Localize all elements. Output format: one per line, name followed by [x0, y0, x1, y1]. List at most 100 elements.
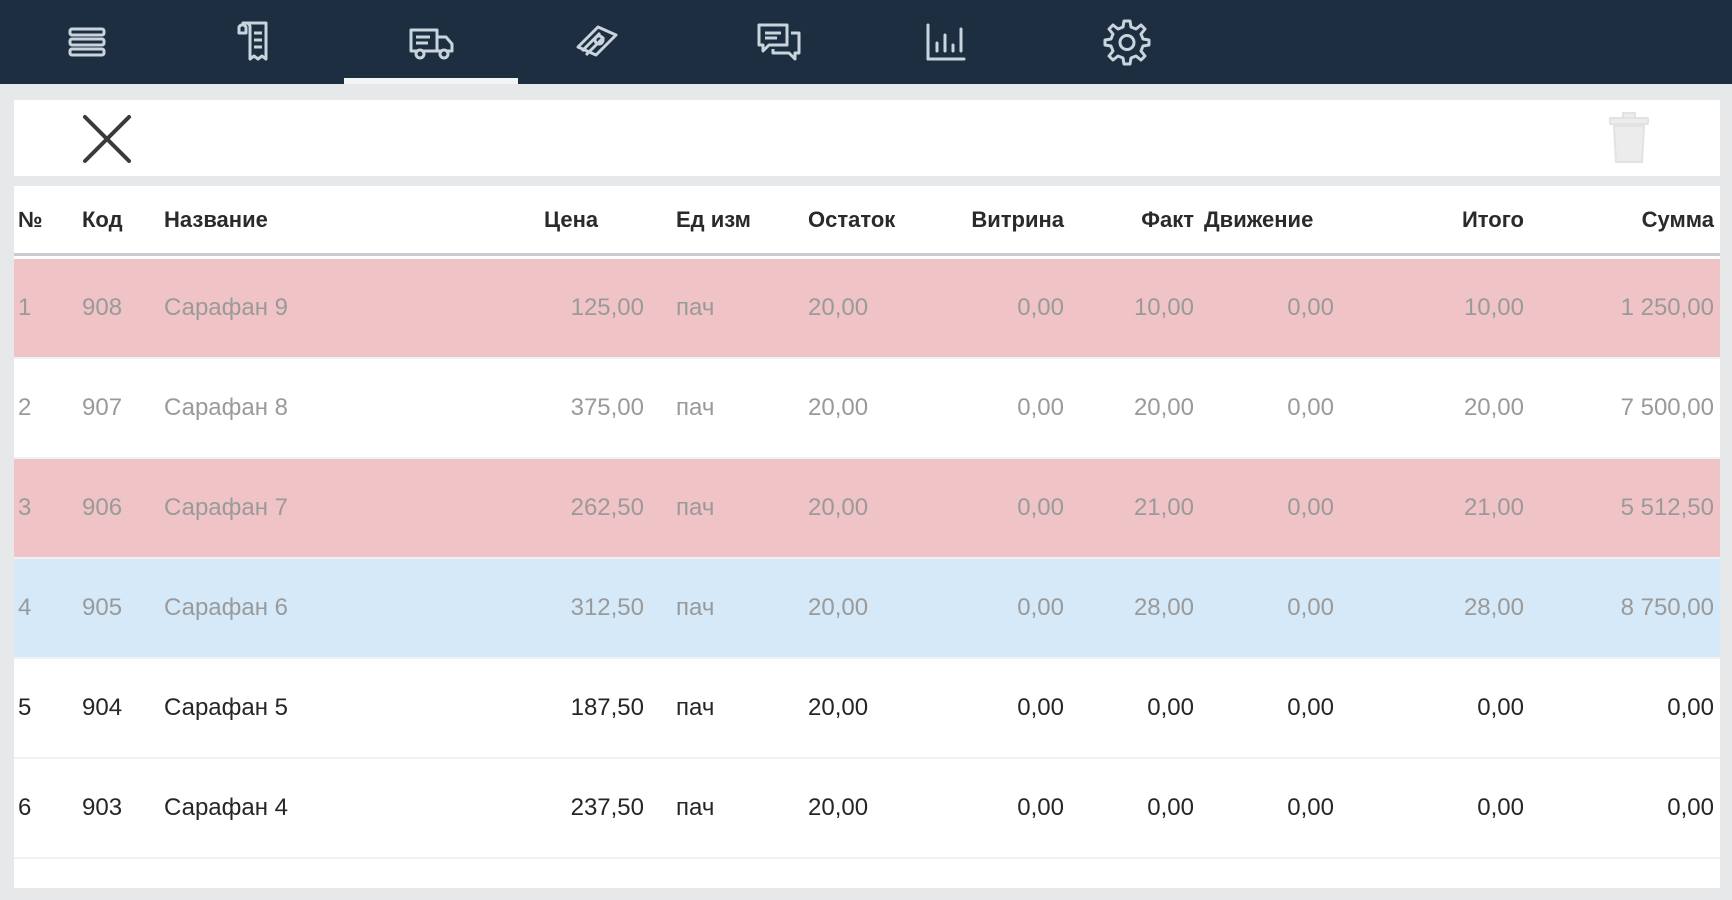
chat-icon	[757, 23, 801, 61]
cell-code: 908	[82, 294, 123, 321]
table-row[interactable]: 4 905 Сарафан 6 312,50 пач 20,00 0,00 28,00 0,00…	[14, 559, 1720, 659]
table-header: № Код Название Цена Ед изм Остаток Витри…	[14, 186, 1720, 256]
cell-fact: 0,00	[1147, 694, 1194, 721]
bar-chart-icon	[926, 23, 966, 61]
cell-unit: пач	[676, 494, 715, 521]
cell-number: 5	[18, 694, 32, 721]
cell-showcase: 0,00	[1017, 694, 1064, 721]
cell-unit: пач	[676, 594, 715, 621]
cell-sum: 0,00	[1667, 694, 1714, 721]
cell-sum: 0,00	[1667, 794, 1714, 821]
col-header-number[interactable]: №	[18, 206, 43, 232]
cell-stock: 20,00	[808, 794, 869, 821]
col-header-movement[interactable]: Движение	[1204, 206, 1314, 232]
col-header-stock[interactable]: Остаток	[808, 206, 896, 232]
table-row[interactable]: 2 907 Сарафан 8 375,00 пач 20,00 0,00 20,00 0,00…	[14, 359, 1720, 459]
nav-payments[interactable]	[510, 0, 684, 84]
col-header-price[interactable]: Цена	[544, 206, 599, 232]
cell-total: 21,00	[1463, 494, 1524, 521]
table-row[interactable]: 6 903 Сарафан 4 237,50 пач 20,00 0,00 0,00 0,00 0…	[14, 759, 1720, 859]
cell-price: 125,00	[570, 294, 644, 321]
receipt-icon	[237, 21, 268, 61]
cell-movement: 0,00	[1287, 394, 1334, 421]
cell-fact: 10,00	[1133, 294, 1194, 321]
gear-icon	[1103, 19, 1151, 66]
cell-unit: пач	[676, 794, 715, 821]
cell-movement: 0,00	[1287, 494, 1334, 521]
cell-total: 10,00	[1463, 294, 1524, 321]
nav-settings[interactable]	[1040, 0, 1214, 84]
col-header-unit[interactable]: Ед изм	[676, 206, 751, 232]
cell-unit: пач	[676, 694, 715, 721]
col-header-code[interactable]: Код	[82, 206, 123, 232]
cell-number: 6	[18, 794, 32, 821]
cell-total: 20,00	[1463, 394, 1524, 421]
cell-code: 906	[82, 494, 123, 521]
nav-delivery[interactable]	[344, 0, 518, 84]
cell-price: 237,50	[570, 794, 644, 821]
cell-sum: 7 500,00	[1620, 394, 1714, 421]
col-header-name[interactable]: Название	[164, 206, 268, 232]
cell-name: Сарафан 8	[164, 394, 289, 421]
cell-showcase: 0,00	[1017, 794, 1064, 821]
cell-unit: пач	[676, 294, 715, 321]
cell-fact: 20,00	[1133, 394, 1194, 421]
cell-price: 187,50	[570, 694, 644, 721]
cell-fact: 28,00	[1133, 594, 1194, 621]
menu-icon	[68, 27, 106, 57]
col-header-sum[interactable]: Сумма	[1641, 206, 1714, 232]
cell-code: 905	[82, 594, 123, 621]
cell-stock: 20,00	[808, 394, 869, 421]
cell-number: 2	[18, 394, 32, 421]
trash-icon	[1609, 112, 1649, 163]
goods-table: № Код Название Цена Ед изм Остаток Витри…	[14, 186, 1720, 888]
cell-price: 375,00	[570, 394, 644, 421]
nav-menu[interactable]	[0, 0, 174, 84]
cell-name: Сарафан 9	[164, 294, 289, 321]
cell-total: 0,00	[1477, 694, 1524, 721]
cell-name: Сарафан 6	[164, 594, 289, 621]
cell-name: Сарафан 7	[164, 494, 289, 521]
delete-button[interactable]	[1594, 108, 1664, 168]
cell-number: 1	[18, 294, 32, 321]
cell-code: 904	[82, 694, 123, 721]
col-header-showcase[interactable]: Витрина	[971, 206, 1064, 232]
cell-unit: пач	[676, 394, 715, 421]
money-icon	[576, 25, 618, 57]
close-button[interactable]	[72, 110, 142, 168]
cell-name: Сарафан 5	[164, 694, 289, 721]
cell-sum: 5 512,50	[1620, 494, 1714, 521]
col-header-total[interactable]: Итого	[1461, 206, 1524, 232]
table-row[interactable]: 3 906 Сарафан 7 262,50 пач 20,00 0,00 21,00 0,00…	[14, 459, 1720, 559]
cell-stock: 20,00	[808, 294, 869, 321]
cell-stock: 20,00	[808, 594, 869, 621]
col-header-fact[interactable]: Факт	[1141, 206, 1194, 232]
cell-showcase: 0,00	[1017, 394, 1064, 421]
nav-receipts[interactable]	[166, 0, 340, 84]
cell-stock: 20,00	[808, 694, 869, 721]
cell-number: 3	[18, 494, 32, 521]
cell-showcase: 0,00	[1017, 294, 1064, 321]
cell-sum: 8 750,00	[1620, 594, 1714, 621]
cell-code: 907	[82, 394, 123, 421]
delivery-truck-icon	[409, 28, 454, 60]
cell-fact: 21,00	[1133, 494, 1194, 521]
cell-number: 4	[18, 594, 32, 621]
cell-code: 903	[82, 794, 123, 821]
nav-messages[interactable]	[692, 0, 866, 84]
cell-movement: 0,00	[1287, 294, 1334, 321]
close-icon	[83, 115, 131, 163]
cell-stock: 20,00	[808, 494, 869, 521]
document-toolbar	[14, 100, 1720, 176]
nav-reports[interactable]	[858, 0, 1032, 84]
cell-movement: 0,00	[1287, 594, 1334, 621]
cell-sum: 1 250,00	[1620, 294, 1714, 321]
table-row[interactable]: 1 908 Сарафан 9 125,00 пач 20,00 0,00 10,00 0,00…	[14, 259, 1720, 359]
cell-price: 262,50	[570, 494, 644, 521]
cell-total: 28,00	[1463, 594, 1524, 621]
table-row[interactable]: 5 904 Сарафан 5 187,50 пач 20,00 0,00 0,00 0,00 0…	[14, 659, 1720, 759]
top-navigation-bar	[0, 0, 1732, 84]
cell-total: 0,00	[1477, 794, 1524, 821]
cell-fact: 0,00	[1147, 794, 1194, 821]
cell-movement: 0,00	[1287, 694, 1334, 721]
